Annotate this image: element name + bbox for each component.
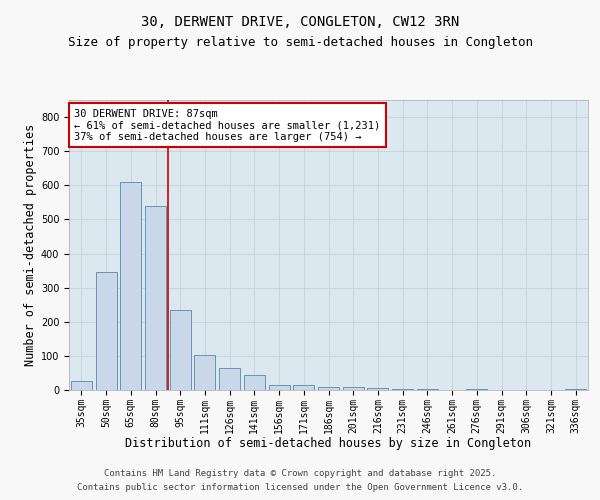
Bar xyxy=(392,389,413,390)
Text: 30 DERWENT DRIVE: 87sqm
← 61% of semi-detached houses are smaller (1,231)
37% of: 30 DERWENT DRIVE: 87sqm ← 61% of semi-de… xyxy=(74,108,380,142)
Bar xyxy=(318,388,339,390)
Bar xyxy=(145,206,166,390)
Bar xyxy=(194,355,215,390)
Text: 30, DERWENT DRIVE, CONGLETON, CW12 3RN: 30, DERWENT DRIVE, CONGLETON, CW12 3RN xyxy=(141,16,459,30)
Bar xyxy=(269,385,290,390)
Text: Contains public sector information licensed under the Open Government Licence v3: Contains public sector information licen… xyxy=(77,483,523,492)
Bar xyxy=(293,385,314,390)
Bar xyxy=(71,382,92,390)
Y-axis label: Number of semi-detached properties: Number of semi-detached properties xyxy=(23,124,37,366)
Bar xyxy=(95,272,116,390)
Text: Contains HM Land Registry data © Crown copyright and database right 2025.: Contains HM Land Registry data © Crown c… xyxy=(104,470,496,478)
Bar xyxy=(170,310,191,390)
Bar xyxy=(343,386,364,390)
Bar xyxy=(219,368,240,390)
X-axis label: Distribution of semi-detached houses by size in Congleton: Distribution of semi-detached houses by … xyxy=(125,437,532,450)
Bar xyxy=(565,389,586,390)
Bar xyxy=(244,374,265,390)
Text: Size of property relative to semi-detached houses in Congleton: Size of property relative to semi-detach… xyxy=(67,36,533,49)
Bar xyxy=(367,388,388,390)
Bar xyxy=(120,182,141,390)
